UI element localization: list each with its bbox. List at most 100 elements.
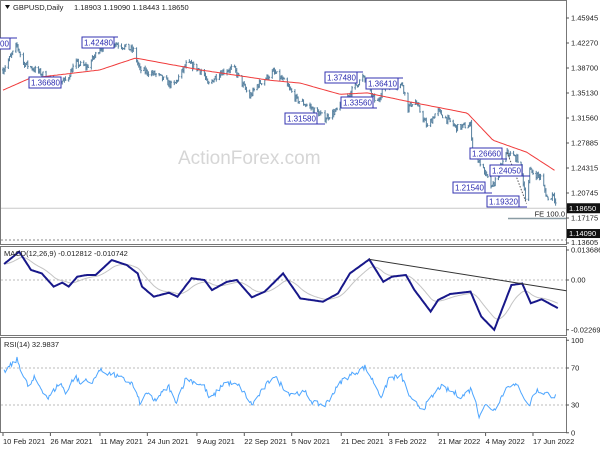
- macd-axis-label: -0.022698: [571, 325, 600, 334]
- swing-label-text: 1.19320: [489, 198, 518, 207]
- swing-price-label: 1.31580: [284, 112, 325, 125]
- rsi-line: [3, 356, 557, 420]
- price-axis-label: 1.17175: [571, 214, 598, 223]
- swing-label-box: [469, 147, 503, 160]
- date-axis-label: 5 Nov 2021: [292, 437, 330, 446]
- price-bar: [403, 91, 406, 96]
- swing-price-label: 1.42480: [81, 36, 118, 49]
- price-bar: [313, 107, 316, 113]
- price-axis-label: 1.45945: [571, 14, 598, 23]
- macd-title: MACD(12,26,9) -0.012812 -0.010742: [4, 249, 128, 258]
- price-bar: [456, 123, 459, 132]
- date-axis-label: 21 Mar 2022: [438, 437, 480, 446]
- price-bar: [132, 46, 135, 52]
- price-bar: [358, 79, 361, 86]
- rsi-title: RSI(14) 32.9837: [4, 340, 59, 349]
- price-axis-label: 1.20745: [571, 189, 598, 198]
- price-bar: [124, 43, 127, 48]
- date-axis-label: 26 Mar 2021: [50, 437, 92, 446]
- macd-signal-line: [4, 257, 559, 320]
- price-bar: [230, 64, 233, 70]
- dropdown-triangle-icon[interactable]: [5, 5, 10, 9]
- price-bar: [464, 122, 467, 129]
- watermark: ActionForex.com: [178, 148, 321, 169]
- price-bar: [41, 71, 44, 78]
- swing-label-text: 1.36410: [368, 80, 397, 89]
- swing-label-text: 1.37480: [327, 74, 356, 83]
- date-axis-label: 24 Jun 2021: [147, 437, 188, 446]
- swing-label-box: [284, 112, 318, 125]
- price-bar: [26, 60, 29, 70]
- symbol-title: GBPUSD,Daily: [13, 3, 64, 12]
- price-bar: [441, 114, 444, 119]
- price-axis-label: 1.24315: [571, 164, 598, 173]
- projection-dashed-line: [506, 152, 527, 204]
- swing-price-label: 1.21540: [452, 181, 492, 194]
- price-bar: [335, 107, 338, 111]
- price-bar: [19, 51, 22, 58]
- fe-projection-label: FE 100.0: [535, 210, 565, 219]
- price-bar: [418, 104, 421, 113]
- support-level-tag: 1.14090: [569, 229, 596, 238]
- date-axis-label: 10 Feb 2021: [3, 437, 45, 446]
- swing-price-label: 1.19320: [486, 195, 527, 208]
- ohlc-readout: 1.18903 1.19090 1.18443 1.18650: [74, 3, 189, 12]
- price-bar: [268, 75, 271, 81]
- price-axis-label: 1.13605: [571, 238, 598, 247]
- swing-price-label: 1.36680: [28, 76, 62, 89]
- macd-line: [3, 250, 559, 332]
- macd-axis-label: 0.013686: [571, 246, 600, 255]
- rsi-series: [1, 356, 566, 420]
- rsi-axis-label: 0: [571, 428, 575, 437]
- price-bar: [433, 113, 436, 119]
- rsi-panel: [0, 337, 567, 433]
- swing-price-label: 1.26660: [469, 147, 507, 160]
- price-bar: [4, 65, 7, 72]
- support-level-tag-bg: [567, 229, 600, 239]
- moving-average-line: [2, 57, 555, 171]
- price-bar: [524, 187, 527, 201]
- swing-label-box: [81, 36, 115, 49]
- swing-label-text: 1.24050: [492, 167, 521, 176]
- price-bar: [509, 151, 512, 157]
- price-bar: [290, 88, 293, 93]
- price-bar: [539, 173, 542, 180]
- macd-axis-label: 0.00: [571, 276, 586, 285]
- price-bar: [117, 42, 120, 49]
- price-bar: [260, 83, 263, 86]
- axes: 1.45945 1.42270 1.38700 1.35130 1.31560 1.278…: [2, 14, 600, 446]
- swing-label-text: 1.26660: [472, 150, 501, 159]
- date-axis-label: 11 May 2021: [100, 437, 143, 446]
- swing-price-label: 1.37480: [324, 71, 363, 84]
- price-axis-label: 1.38700: [571, 64, 598, 73]
- date-axis-label: 17 Jun 2022: [533, 437, 574, 446]
- swing-price-label: 1.36410: [365, 77, 403, 90]
- price-bar: [486, 174, 489, 178]
- swing-label-box: [340, 96, 374, 109]
- price-bar: [328, 117, 331, 120]
- date-axis-label: 3 Feb 2022: [389, 437, 427, 446]
- price-bar: [147, 71, 150, 78]
- price-bar: [11, 50, 14, 56]
- date-axis-label: 9 Aug 2021: [197, 437, 235, 446]
- price-bar: [154, 73, 157, 78]
- price-bar: [215, 74, 218, 82]
- price-bar: [162, 76, 165, 80]
- date-axis-label: 21 Dec 2021: [341, 437, 384, 446]
- swing-price-label: 1.42000: [0, 37, 17, 50]
- price-bar: [207, 80, 210, 85]
- swing-label-box: [452, 181, 486, 194]
- swing-label-box: [324, 71, 358, 84]
- swing-label-text: 1.42480: [84, 39, 113, 48]
- swing-label-text: 1.21540: [455, 184, 484, 193]
- price-bar: [305, 103, 308, 107]
- price-bar: [283, 77, 286, 80]
- swing-label-box: [28, 76, 62, 89]
- price-bar: [320, 112, 323, 114]
- last-price-tag-bg: [567, 203, 600, 214]
- swing-label-text: 1.36680: [31, 79, 60, 88]
- price-series: FE 100.0 1.42000 1.42480 1.36680 1.31580 1.37…: [0, 36, 566, 241]
- price-bar: [449, 117, 452, 123]
- price-bar: [79, 60, 82, 67]
